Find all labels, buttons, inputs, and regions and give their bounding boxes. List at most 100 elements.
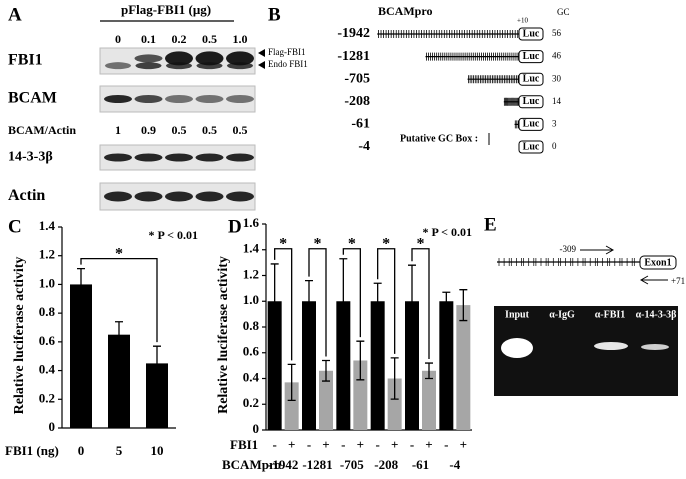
luc-box: [518, 140, 544, 154]
primer-fwd-arrow: [580, 245, 615, 255]
significance-mark: *: [314, 235, 322, 252]
x-tick-label: -1942: [268, 457, 298, 472]
bar: [353, 360, 368, 430]
y-tick-label: 1.2: [243, 266, 259, 281]
dose-label: 0.2: [172, 32, 187, 46]
x-tick-label: -61: [412, 457, 429, 472]
series-sign: +: [391, 437, 398, 452]
gc-count: 0: [552, 141, 557, 151]
series-sign: +: [357, 437, 364, 452]
band: [104, 95, 132, 103]
construct-name: -208: [344, 94, 370, 109]
bar: [387, 378, 402, 430]
series-sign: -: [341, 437, 345, 452]
annotation: * P < 0.01: [148, 228, 198, 242]
error-bar: [322, 359, 330, 382]
y-tick-label: 0.8: [39, 304, 56, 319]
bar: [70, 284, 92, 428]
band-arrow: [258, 61, 265, 69]
band: [104, 153, 132, 162]
error-bar: [270, 263, 279, 340]
bar: [267, 301, 282, 430]
gc-count: 30: [552, 73, 562, 83]
dose-label: 0.5: [202, 32, 217, 46]
x-tick-label: -208: [374, 457, 398, 472]
primer-rev-label: +71: [671, 276, 685, 286]
primer-rev-arrow: [639, 275, 668, 285]
x-tick-label: 5: [116, 443, 123, 458]
error-bar: [459, 289, 468, 322]
panel-label: D: [228, 216, 242, 237]
primer-fwd-label: -309: [560, 244, 577, 254]
significance-bracket: [377, 248, 396, 354]
luc-box: [518, 27, 544, 41]
lane-label: Input: [505, 309, 530, 320]
bar: [439, 301, 454, 430]
y-tick-label: 0.2: [39, 390, 55, 405]
significance-mark: *: [417, 235, 425, 252]
dose-label: 1.0: [233, 32, 248, 46]
significance-bracket: [411, 248, 430, 360]
error-bar: [373, 282, 382, 320]
series-sign: +: [460, 437, 467, 452]
band: [594, 342, 628, 350]
x-tick-label: 0: [78, 443, 85, 458]
blot-label: BCAM: [8, 90, 57, 107]
error-bar: [425, 362, 433, 380]
band: [165, 95, 193, 103]
dose-label: 0.1: [141, 32, 156, 46]
band: [104, 191, 132, 202]
series-sign: -: [410, 437, 414, 452]
significance-bracket: [308, 248, 327, 357]
significance-bracket: [342, 248, 361, 338]
gc-count: 56: [552, 28, 562, 38]
ratio-value: 0.5: [172, 123, 187, 137]
bar: [456, 305, 471, 430]
error-bar: [153, 345, 161, 382]
annotation: * P < 0.01: [422, 225, 472, 239]
gc-count: 14: [552, 96, 562, 106]
y-tick-label: 0: [49, 419, 56, 434]
error-bar: [390, 357, 399, 400]
series-label: FBI1: [230, 437, 258, 452]
error-bar: [339, 258, 348, 345]
band: [134, 54, 163, 63]
bar: [302, 301, 316, 430]
significance-bracket: [80, 257, 158, 343]
y-tick-label: 0.4: [243, 369, 260, 384]
series-sign: -: [307, 437, 311, 452]
band: [195, 191, 224, 202]
ratio-label: BCAM/Actin: [8, 123, 76, 137]
panel-label: B: [268, 4, 281, 25]
band: [134, 95, 163, 103]
lane-label: α-14-3-3β: [636, 309, 677, 320]
x-axis-label: BCAMpro: [222, 457, 281, 472]
luc-label: Luc: [523, 141, 540, 152]
series-sign: +: [322, 437, 329, 452]
diagram-title: BCAMpro: [378, 4, 432, 18]
series-sign: +: [288, 437, 295, 452]
y-tick-label: 1.6: [243, 215, 260, 230]
luc-box: [518, 95, 544, 109]
y-tick-label: 0.8: [243, 318, 260, 333]
bar: [422, 370, 436, 430]
luc-label: Luc: [523, 28, 540, 39]
x-tick-label: -1281: [302, 457, 332, 472]
luc-label: Luc: [523, 96, 540, 107]
band: [226, 51, 254, 66]
luc-label: Luc: [523, 73, 540, 84]
y-tick-label: 0.2: [243, 395, 259, 410]
y-tick-label: 0: [253, 421, 260, 436]
significance-bracket: [274, 248, 293, 361]
band: [135, 62, 162, 70]
significance-mark: *: [115, 245, 123, 262]
construct-name: -4: [358, 139, 370, 154]
band: [134, 153, 163, 162]
x-axis-label: FBI1 (ng): [5, 443, 59, 458]
luc-box: [518, 117, 544, 131]
y-tick-label: 1.4: [39, 218, 56, 233]
y-tick-label: 1.0: [39, 275, 55, 290]
y-tick-label: 1.0: [243, 292, 259, 307]
band: [165, 191, 193, 202]
